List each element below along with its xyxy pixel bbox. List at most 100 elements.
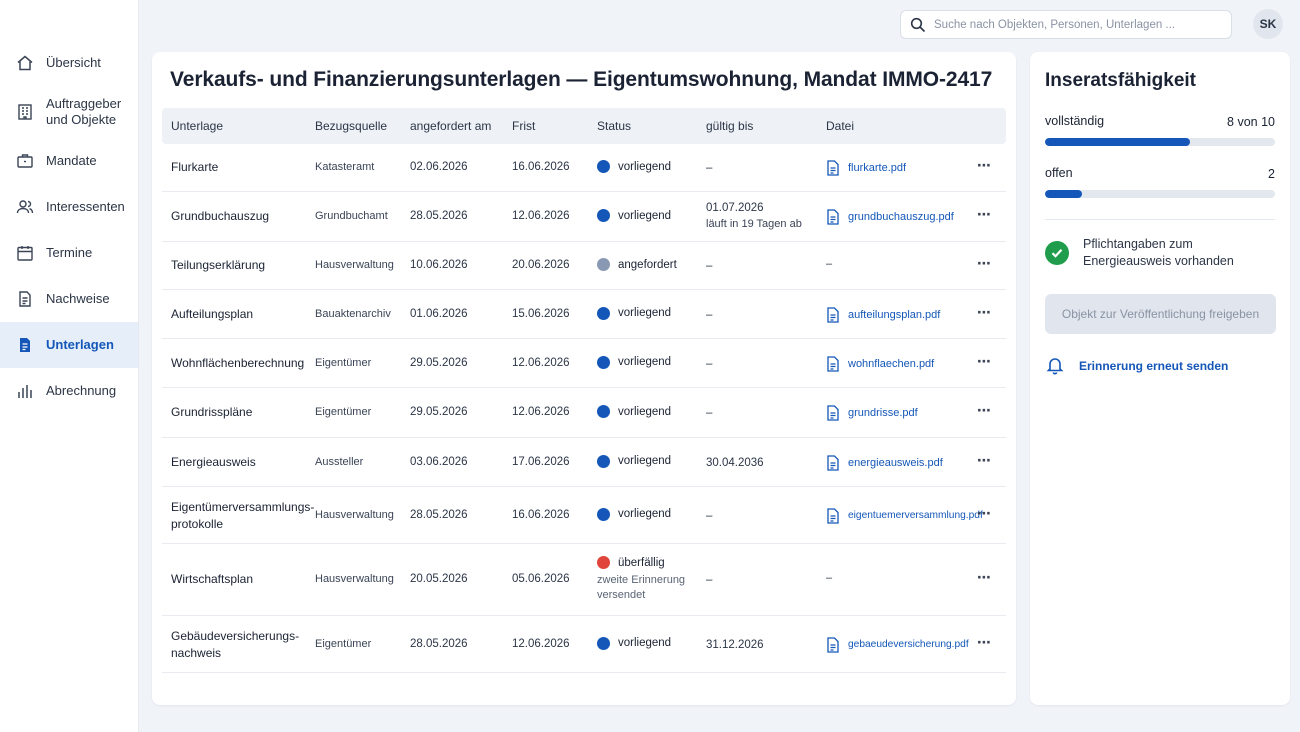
table-row[interactable]: Eigentümerversammlungs-protokolle Hausver… xyxy=(162,487,1006,544)
status-label: vorliegend xyxy=(618,209,672,222)
file-link[interactable]: flurkarte.pdf xyxy=(826,160,906,176)
status-label: vorliegend xyxy=(618,160,672,173)
column-header-datei: Datei xyxy=(826,119,855,133)
open-progress-bar xyxy=(1045,190,1275,198)
requested-date: 29.05.2026 xyxy=(410,406,468,418)
valid-until: – xyxy=(706,356,712,373)
search-icon xyxy=(910,17,926,33)
status: vorliegend xyxy=(597,209,671,222)
file-link[interactable]: grundrisse.pdf xyxy=(826,405,918,421)
valid-date: – xyxy=(706,574,713,586)
sidebar-item-interessenten[interactable]: Interessenten xyxy=(0,184,138,230)
more-icon[interactable]: ⋯ xyxy=(977,451,992,468)
document-name: Wirtschaftsplan xyxy=(171,572,254,586)
resend-reminder-link[interactable]: Erinnerung erneut senden xyxy=(1045,355,1228,377)
check-circle-icon xyxy=(1045,241,1069,265)
document-name: Flurkarte xyxy=(171,160,219,174)
status: angefordert xyxy=(597,258,677,271)
status: vorliegend xyxy=(597,160,671,173)
due-date: 12.06.2026 xyxy=(512,210,570,222)
more-icon[interactable]: ⋯ xyxy=(977,504,992,521)
table-row[interactable]: Wohnflächenberechnung Eigentümer 29.05.202… xyxy=(162,339,1006,388)
open-label: offen xyxy=(1045,166,1073,180)
requested-date: 10.06.2026 xyxy=(410,259,468,271)
sidebar-item-auftraggeber[interactable]: Auftraggeber und Objekte xyxy=(0,86,138,138)
due-date: 17.06.2026 xyxy=(512,455,570,468)
source: Eigentümer xyxy=(315,406,372,418)
building-icon xyxy=(16,103,34,121)
file-link[interactable]: wohnflaechen.pdf xyxy=(826,355,935,372)
file-link[interactable]: grundbuchauszug.pdf xyxy=(826,209,954,225)
more-icon[interactable]: ⋯ xyxy=(977,569,992,585)
file-icon xyxy=(826,405,840,421)
more-icon[interactable]: ⋯ xyxy=(977,402,992,418)
sidebar-item-nachweise[interactable]: Nachweise xyxy=(0,276,138,322)
file-link[interactable]: eigentuemerversammlung.pdf xyxy=(826,507,983,524)
energy-certificate-check: Pflichtangaben zum Energieausweis vorhan… xyxy=(1045,236,1253,270)
table-row[interactable]: Grundrisspläne Eigentümer 29.05.2026 12.06.… xyxy=(162,388,1006,438)
file-name: eigentuemerversammlung.pdf xyxy=(848,510,983,521)
status-label: angefordert xyxy=(618,258,677,271)
file-name: wohnflaechen.pdf xyxy=(848,357,935,370)
sidebar-item-unterlagen[interactable]: Unterlagen xyxy=(0,322,138,368)
sidebar-item-mandate[interactable]: Mandate xyxy=(0,138,138,184)
sidebar-item-label: Termine xyxy=(46,245,93,260)
file-link[interactable]: energieausweis.pdf xyxy=(826,454,943,471)
status-label: vorliegend xyxy=(618,405,672,418)
avatar[interactable]: SK xyxy=(1253,9,1283,39)
due-date: 12.06.2026 xyxy=(512,637,570,650)
table-header: Unterlage Bezugsquelle angefordert am Fr… xyxy=(162,108,1006,144)
file-name: energieausweis.pdf xyxy=(848,456,943,469)
more-icon[interactable]: ⋯ xyxy=(977,303,992,320)
more-icon[interactable]: ⋯ xyxy=(977,157,992,173)
table-row[interactable]: Teilungserklärung Hausverwaltung 10.06.202… xyxy=(162,242,1006,290)
status-label: vorliegend xyxy=(618,637,672,649)
more-icon[interactable]: ⋯ xyxy=(977,255,992,271)
file-link[interactable]: gebaeudeversicherung.pdf xyxy=(826,636,969,653)
table-row[interactable]: Gebäudeversicherungs-nachweis Eigentümer 2… xyxy=(162,616,1006,673)
sidebar-item-uebersicht[interactable]: Übersicht xyxy=(0,40,138,86)
complete-label: vollständig xyxy=(1045,114,1105,128)
documents-card: Verkaufs- und Finanzierungsunterlagen — … xyxy=(152,52,1016,705)
due-date: 12.06.2026 xyxy=(512,406,570,418)
column-header-status: Status xyxy=(597,119,632,133)
more-icon[interactable]: ⋯ xyxy=(977,633,992,650)
requested-date: 28.05.2026 xyxy=(410,508,468,521)
table-row[interactable]: Flurkarte Katasteramt 02.06.2026 16.06.2026… xyxy=(162,144,1006,192)
document-name: Grundbuchauszug xyxy=(171,209,270,223)
table-row[interactable]: Aufteilungsplan Bauaktenarchiv 01.06.2026 1… xyxy=(162,290,1006,339)
document-name: Aufteilungsplan xyxy=(171,306,254,321)
document-name: Grundrisspläne xyxy=(171,405,253,419)
sidebar-item-abrechnung[interactable]: Abrechnung xyxy=(0,368,138,414)
file-icon xyxy=(826,160,840,176)
table-row[interactable]: Wirtschaftsplan Hausverwaltung 20.05.2026 0… xyxy=(162,544,1006,616)
file-link[interactable]: aufteilungsplan.pdf xyxy=(826,306,940,323)
table-row[interactable]: Grundbuchauszug Grundbuchamt 28.05.2026 12.… xyxy=(162,192,1006,242)
due-date: 16.06.2026 xyxy=(512,508,570,521)
column-header-bezugsquelle: Bezugsquelle xyxy=(315,119,388,133)
file-icon xyxy=(826,306,840,323)
publish-button[interactable]: Objekt zur Veröffentlichung freigeben xyxy=(1045,294,1276,334)
search-bar xyxy=(900,10,1232,39)
listing-readiness-card: Inseratsfähigkeit vollständig 8 von 10 o… xyxy=(1030,52,1290,705)
valid-date: – xyxy=(706,260,713,272)
requested-date: 28.05.2026 xyxy=(410,210,468,222)
valid-date: – xyxy=(706,357,713,370)
sidebar-item-label: Interessenten xyxy=(46,199,125,214)
status-dot xyxy=(597,209,610,222)
requested-date: 02.06.2026 xyxy=(410,161,468,173)
valid-until: – xyxy=(706,307,712,324)
valid-until: – xyxy=(706,258,712,275)
status: vorliegend xyxy=(597,454,671,468)
search-input[interactable] xyxy=(934,18,1224,31)
table-row[interactable]: Energieausweis Aussteller 03.06.2026 17.06.… xyxy=(162,438,1006,487)
valid-note: läuft in 19 Tagen ab xyxy=(706,218,802,230)
document-name: Energieausweis xyxy=(171,454,256,469)
more-icon[interactable]: ⋯ xyxy=(977,206,992,222)
requested-date: 03.06.2026 xyxy=(410,455,468,468)
complete-progress-fill xyxy=(1045,138,1190,146)
valid-date: – xyxy=(706,509,713,522)
document-name: Wohnflächenberechnung xyxy=(171,355,305,370)
more-icon[interactable]: ⋯ xyxy=(977,352,992,369)
sidebar-item-termine[interactable]: Termine xyxy=(0,230,138,276)
